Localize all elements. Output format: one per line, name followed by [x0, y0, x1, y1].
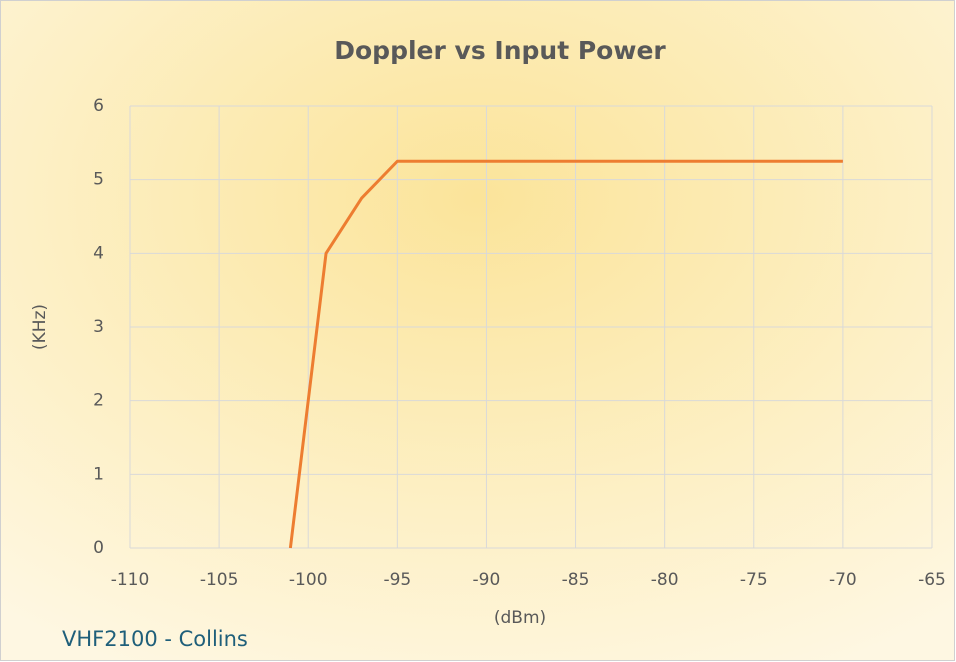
x-tick-label: -95	[383, 570, 411, 590]
y-tick-label: 6	[93, 96, 104, 116]
x-tick-label: -85	[562, 570, 590, 590]
y-tick-label: 3	[93, 317, 104, 337]
x-tick-label: -70	[829, 570, 857, 590]
y-axis-label: (KHz)	[30, 304, 50, 350]
chart-title: Doppler vs Input Power	[334, 36, 666, 65]
y-tick-label: 0	[93, 538, 104, 558]
x-axis-label: (dBm)	[494, 608, 546, 628]
y-tick-label: 2	[93, 391, 104, 411]
x-tick-label: -80	[651, 570, 679, 590]
x-tick-label: -90	[473, 570, 501, 590]
y-tick-label: 1	[93, 464, 104, 484]
x-tick-label: -105	[200, 570, 239, 590]
y-tick-label: 5	[93, 170, 104, 190]
x-tick-label: -65	[918, 570, 946, 590]
annotation: VHF2100 - Collins	[62, 627, 248, 651]
data-line	[288, 159, 843, 549]
y-tick-label: 4	[93, 243, 104, 263]
x-tick-label: -100	[289, 570, 328, 590]
x-tick-label: -75	[740, 570, 768, 590]
x-tick-label: -110	[111, 570, 150, 590]
